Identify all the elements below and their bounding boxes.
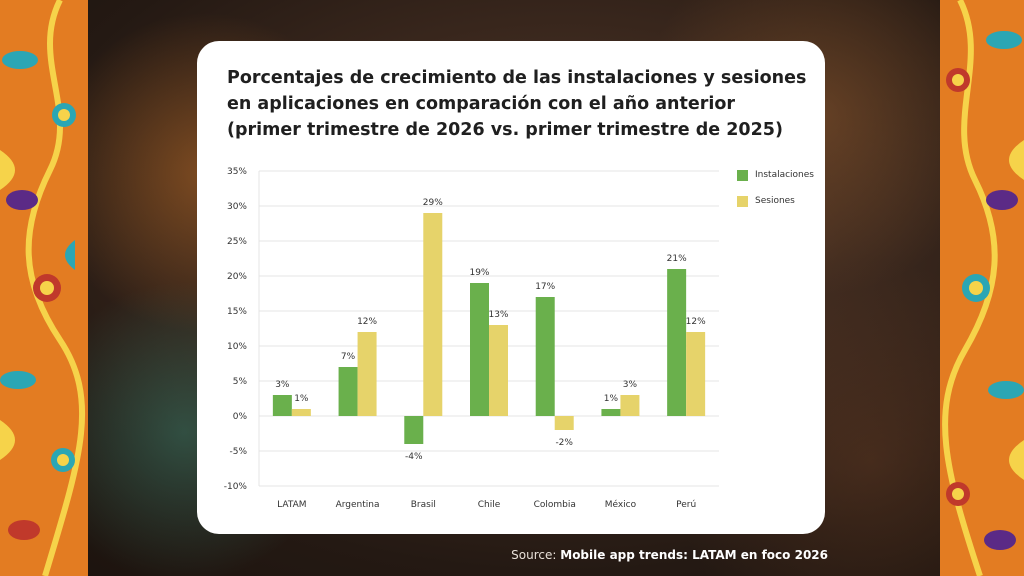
y-tick-label: 10%: [227, 342, 247, 352]
bar-sesiones: [554, 416, 574, 430]
bar-sesiones: [423, 213, 443, 416]
data-label: 21%: [667, 254, 687, 264]
bar-sesiones: [357, 332, 377, 416]
source-prefix: Source:: [511, 548, 557, 562]
bar-sesiones: [291, 409, 311, 416]
y-tick-label: -5%: [229, 447, 247, 457]
decorative-floral-border-right: [940, 0, 1024, 576]
legend-item-instalaciones: Instalaciones: [737, 167, 814, 183]
bar-chart: 35% 30% 25% 20% 15% 10% 5% 0% -5% -10% 3% 1% LATAM 7%…: [224, 167, 719, 510]
x-tick-label: Perú: [676, 500, 696, 510]
bar-instalaciones: [601, 409, 621, 416]
x-tick-label: Chile: [478, 500, 501, 510]
y-tick-label: 20%: [227, 272, 247, 282]
decorative-floral-border-left: [0, 0, 88, 576]
legend-label-instalaciones: Instalaciones: [755, 170, 814, 180]
data-label: -2%: [555, 438, 573, 448]
legend-item-sesiones: Sesiones: [737, 193, 814, 209]
legend-swatch-instalaciones: [737, 169, 748, 181]
bar-sesiones: [620, 395, 640, 416]
data-label: 7%: [341, 352, 356, 362]
bar-instalaciones: [667, 269, 687, 416]
legend-label-sesiones: Sesiones: [755, 196, 795, 206]
bar-sesiones: [686, 332, 706, 416]
y-tick-label: 15%: [227, 307, 247, 317]
x-tick-label: México: [605, 499, 637, 510]
y-tick-label: 35%: [227, 167, 247, 177]
x-tick-label: Colombia: [534, 500, 576, 510]
data-label: 12%: [357, 317, 377, 327]
y-tick-label: -10%: [224, 482, 248, 492]
y-tick-label: 30%: [227, 202, 247, 212]
bar-instalaciones: [272, 395, 292, 416]
data-label: 17%: [535, 282, 555, 292]
legend-swatch-sesiones: [737, 195, 748, 207]
source-caption: Source: Mobile app trends: LATAM en foco…: [511, 548, 828, 562]
data-label: 19%: [469, 268, 489, 278]
x-tick-label: Brasil: [411, 500, 436, 510]
y-tick-label: 25%: [227, 237, 247, 247]
chart-title: Porcentajes de crecimiento de las instal…: [227, 68, 807, 140]
data-label: -4%: [405, 452, 423, 462]
y-tick-label: 0%: [233, 412, 248, 422]
bar-instalaciones: [404, 416, 424, 444]
bar-instalaciones: [470, 283, 489, 416]
x-tick-label: LATAM: [277, 500, 306, 510]
data-label: 3%: [275, 380, 290, 390]
data-label: 12%: [686, 317, 706, 327]
bar-sesiones: [489, 325, 508, 416]
chart-legend: Instalaciones Sesiones: [737, 167, 814, 219]
source-name: Mobile app trends: LATAM en foco 2026: [560, 548, 828, 562]
bar-instalaciones: [338, 367, 358, 416]
data-label: 1%: [294, 394, 309, 404]
x-tick-label: Argentina: [336, 500, 380, 510]
bar-instalaciones: [535, 297, 555, 416]
data-label: 3%: [623, 380, 638, 390]
data-label: 1%: [604, 394, 619, 404]
data-label: 13%: [488, 310, 508, 320]
chart-card: Porcentajes de crecimiento de las instal…: [197, 41, 825, 534]
data-label: 29%: [423, 198, 443, 208]
y-tick-label: 5%: [233, 377, 248, 387]
